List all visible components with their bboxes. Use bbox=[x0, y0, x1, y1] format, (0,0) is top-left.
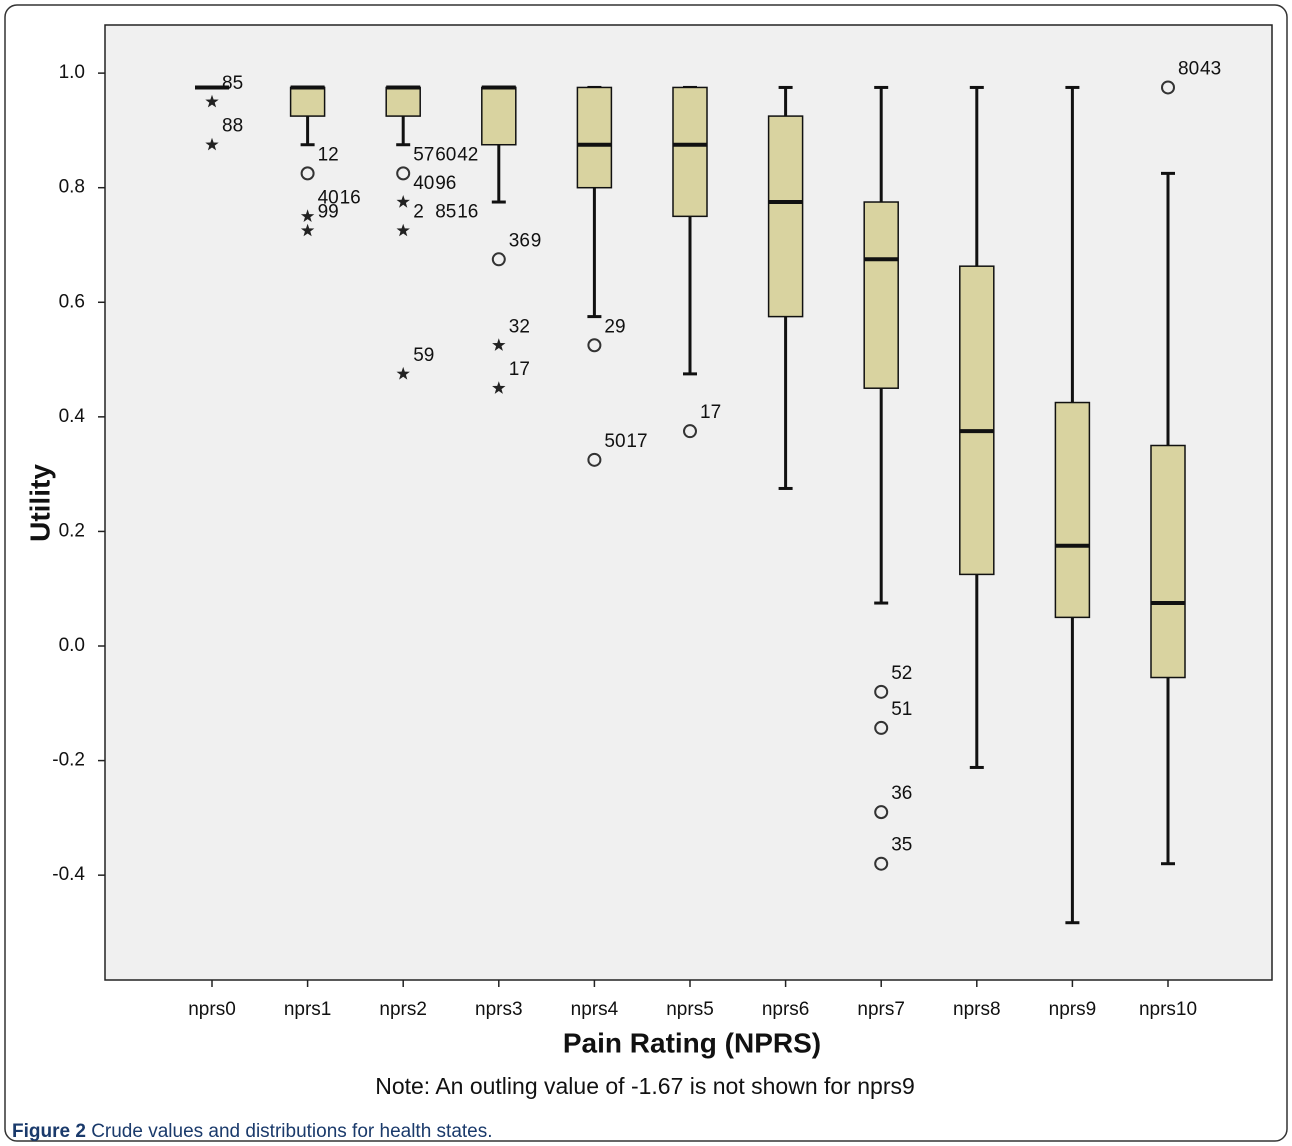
outlier-label: 51 bbox=[891, 699, 912, 720]
x-tick-label: nprs10 bbox=[1139, 999, 1197, 1020]
x-tick-label: nprs6 bbox=[762, 999, 810, 1020]
x-tick-label: nprs2 bbox=[379, 999, 427, 1020]
outlier-label: 9 bbox=[531, 230, 542, 251]
outlier-label: 57 bbox=[413, 144, 434, 165]
y-axis-title: Utility bbox=[24, 464, 55, 542]
box bbox=[385, 86, 421, 117]
outlier-circle bbox=[300, 166, 315, 181]
y-tick-label: 0.2 bbox=[59, 520, 85, 541]
outlier-circle bbox=[587, 452, 602, 467]
outlier-star bbox=[396, 223, 410, 237]
outlier-label: 16 bbox=[457, 202, 478, 223]
outlier-star bbox=[396, 195, 410, 208]
y-tick-label: -0.2 bbox=[52, 750, 85, 771]
outlier-label: 40 bbox=[318, 187, 339, 208]
box bbox=[672, 86, 708, 218]
box bbox=[481, 86, 517, 146]
y-tick-label: 0.8 bbox=[59, 177, 85, 198]
outlier-circle bbox=[1161, 80, 1175, 95]
outlier-label: 16 bbox=[340, 187, 361, 208]
outlier-label: 36 bbox=[509, 230, 530, 251]
box bbox=[959, 265, 995, 576]
outlier-label: 85 bbox=[222, 73, 243, 94]
outlier-label: 32 bbox=[509, 316, 530, 337]
outlier-star bbox=[205, 137, 219, 151]
outlier-label: 17 bbox=[509, 359, 530, 380]
x-tick-label: nprs3 bbox=[475, 999, 523, 1020]
x-tick-label: nprs1 bbox=[284, 999, 332, 1020]
x-tick-label: nprs7 bbox=[857, 999, 905, 1020]
box bbox=[767, 115, 804, 318]
outlier-circle bbox=[587, 338, 602, 353]
outlier-label: 35 bbox=[891, 835, 912, 856]
outlier-label: 29 bbox=[604, 316, 625, 337]
outlier-star bbox=[300, 223, 315, 237]
outlier-label: 60 bbox=[435, 144, 456, 165]
outlier-circle bbox=[683, 424, 697, 439]
x-tick-label: nprs0 bbox=[188, 999, 236, 1020]
outlier-label: 17 bbox=[626, 431, 647, 452]
caption: Figure 2 Crude values and distributions … bbox=[12, 1121, 493, 1142]
box bbox=[1150, 444, 1186, 679]
outlier-label: 85 bbox=[435, 202, 456, 223]
x-tick-label: nprs4 bbox=[571, 999, 619, 1020]
x-tick-label: nprs9 bbox=[1049, 999, 1097, 1020]
outlier-circle bbox=[396, 166, 411, 181]
box bbox=[576, 86, 613, 189]
outlier-label: 88 bbox=[222, 116, 243, 137]
outlier-label: 50 bbox=[604, 431, 625, 452]
box bbox=[289, 86, 326, 117]
box bbox=[1054, 401, 1091, 619]
outlier-label: 80 bbox=[1178, 58, 1199, 79]
x-tick-label: nprs5 bbox=[666, 999, 714, 1020]
outlier-circle bbox=[491, 252, 506, 267]
caption-label: Figure 2 bbox=[12, 1121, 86, 1142]
outlier-label: 36 bbox=[891, 783, 912, 804]
outlier-label: 17 bbox=[700, 402, 721, 423]
y-tick-label: 0.0 bbox=[59, 635, 85, 656]
outlier-star bbox=[396, 366, 410, 380]
outlier-star bbox=[300, 209, 315, 222]
outlier-label: 42 bbox=[457, 144, 478, 165]
outlier-circle bbox=[874, 720, 889, 735]
caption-text: Crude values and distributions for healt… bbox=[91, 1121, 492, 1142]
outlier-label: 52 bbox=[891, 663, 912, 684]
outlier-label: 99 bbox=[318, 202, 339, 223]
outlier-label: 96 bbox=[435, 173, 456, 194]
outlier-label: 40 bbox=[413, 173, 434, 194]
outlier-star bbox=[492, 338, 506, 351]
outlier-circle bbox=[874, 856, 889, 871]
outlier-circle bbox=[874, 684, 889, 699]
outlier-label: 2 bbox=[413, 202, 424, 223]
outlier-star bbox=[492, 381, 506, 394]
y-tick-label: 0.4 bbox=[59, 406, 86, 427]
y-tick-label: 1.0 bbox=[59, 62, 85, 83]
outlier-label: 59 bbox=[413, 345, 434, 366]
x-axis-title: Pain Rating (NPRS) bbox=[563, 1027, 821, 1058]
outlier-label: 43 bbox=[1200, 58, 1221, 79]
x-tick-label: nprs8 bbox=[953, 999, 1001, 1020]
note: Note: An outling value of -1.67 is not s… bbox=[375, 1073, 915, 1099]
outlier-circle bbox=[874, 805, 889, 820]
outlier-label: 12 bbox=[318, 144, 339, 165]
y-tick-label: 0.6 bbox=[59, 291, 85, 312]
outlier-star bbox=[205, 94, 219, 108]
box bbox=[863, 201, 899, 389]
y-tick-label: -0.4 bbox=[52, 864, 85, 885]
